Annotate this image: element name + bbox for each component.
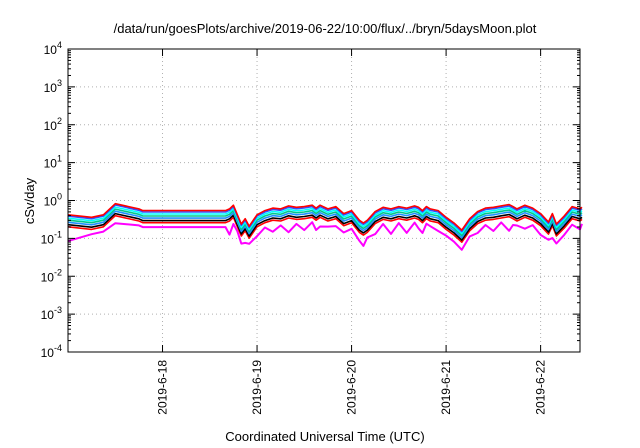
axes: 10-4 10-3 10-2 10-1 100 101 102 103 104 2019-6-18…: [41, 40, 580, 415]
chart-title: /data/run/goesPlots/archive/2019-06-22/1…: [114, 21, 537, 36]
series-line: [67, 202, 583, 231]
x-tick-label: 2019-6-19: [250, 360, 264, 415]
y-tick-label: 104: [44, 40, 62, 57]
y-tick-label: 10-1: [41, 229, 62, 246]
series-line: [67, 210, 583, 239]
x-tick-label: 2019-6-18: [156, 360, 170, 415]
y-tick-label: 101: [44, 154, 62, 171]
series-line: [67, 221, 583, 251]
series-line: [67, 208, 583, 237]
series-line: [67, 206, 583, 235]
series-lines: [67, 202, 583, 251]
y-tick-label: 103: [44, 78, 62, 95]
y-axis-label: cSv/day: [22, 177, 37, 224]
series-line: [67, 212, 583, 241]
y-tick-label: 10-2: [41, 267, 62, 284]
x-tick-label: 2019-6-21: [439, 360, 453, 415]
series-line: [67, 204, 583, 233]
y-tick-label: 10-3: [41, 305, 62, 322]
grid-lines: [68, 48, 580, 353]
y-tick-label: 102: [44, 116, 62, 133]
series-line: [67, 214, 583, 243]
y-tick-label: 10-4: [41, 343, 62, 360]
x-tick-label: 2019-6-22: [534, 360, 548, 415]
y-tick-label: 100: [44, 192, 62, 209]
x-tick-label: 2019-6-20: [345, 360, 359, 415]
x-axis-label: Coordinated Universal Time (UTC): [225, 429, 424, 444]
